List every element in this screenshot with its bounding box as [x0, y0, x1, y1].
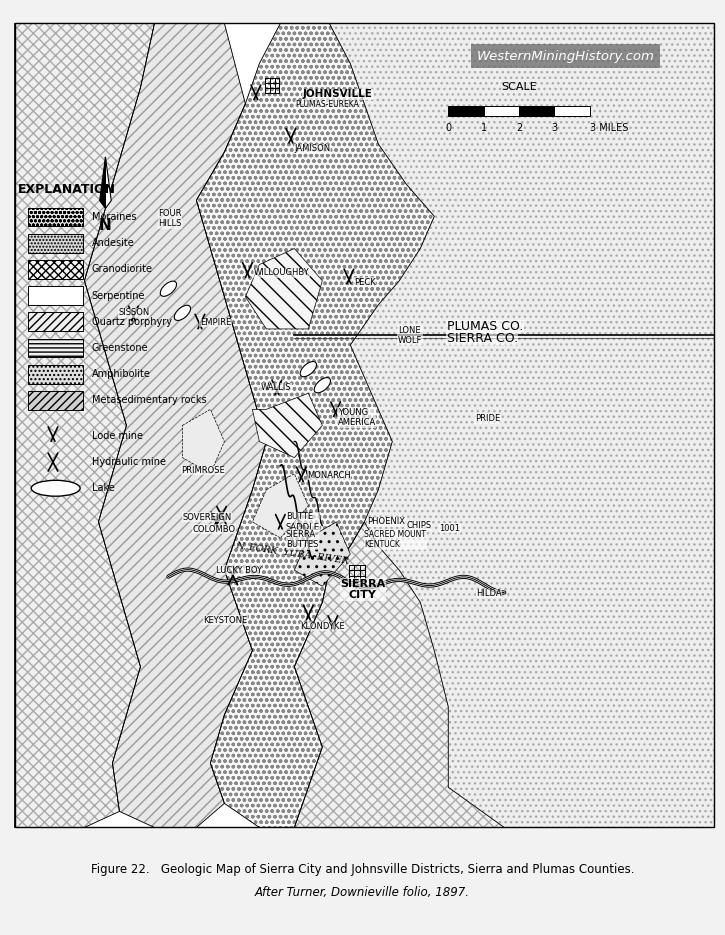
Polygon shape — [252, 394, 323, 457]
Polygon shape — [245, 249, 323, 329]
Text: PLUMAS-EUREKA: PLUMAS-EUREKA — [296, 100, 360, 109]
Text: EMPIRE: EMPIRE — [200, 318, 231, 327]
Polygon shape — [196, 23, 434, 827]
Bar — [28, 260, 83, 279]
Bar — [28, 391, 83, 410]
Ellipse shape — [174, 305, 191, 321]
Text: N. FORK  YUBA  RIVER: N. FORK YUBA RIVER — [235, 541, 349, 566]
Text: Granodiorite: Granodiorite — [91, 265, 152, 275]
Text: SCALE: SCALE — [501, 82, 536, 93]
Text: 3: 3 — [551, 123, 558, 134]
Text: Hydraulic mine: Hydraulic mine — [91, 457, 165, 468]
Bar — [28, 312, 83, 331]
Text: CHIPS: CHIPS — [406, 522, 431, 530]
Text: KEYSTONE: KEYSTONE — [204, 615, 248, 625]
Text: SIERRA CO.: SIERRA CO. — [447, 332, 518, 345]
Text: Serpentine: Serpentine — [91, 291, 145, 301]
Text: Figure 22.   Geologic Map of Sierra City and Johnsville Districts, Sierra and Pl: Figure 22. Geologic Map of Sierra City a… — [91, 863, 634, 876]
Ellipse shape — [160, 281, 177, 296]
Bar — [28, 286, 83, 305]
Text: Lode mine: Lode mine — [91, 431, 143, 441]
Bar — [14, 23, 714, 827]
Text: PRIDE: PRIDE — [475, 414, 500, 424]
Bar — [265, 78, 279, 93]
Polygon shape — [294, 522, 350, 586]
Text: MONARCH: MONARCH — [307, 471, 351, 480]
Bar — [14, 23, 714, 827]
Text: Andesite: Andesite — [91, 238, 134, 249]
Bar — [484, 107, 519, 116]
Text: 1001: 1001 — [439, 524, 460, 533]
Text: Lake: Lake — [91, 483, 115, 494]
Text: 1: 1 — [481, 123, 486, 134]
Bar — [28, 338, 83, 357]
Ellipse shape — [300, 362, 317, 377]
Text: Amphibolite: Amphibolite — [91, 369, 151, 380]
Text: WALLIS: WALLIS — [261, 383, 291, 392]
Text: PRIMROSE: PRIMROSE — [181, 466, 225, 475]
Ellipse shape — [31, 481, 80, 496]
Text: BUTTE
SADDLE: BUTTE SADDLE — [286, 512, 320, 532]
Text: SOVEREIGN: SOVEREIGN — [183, 512, 232, 522]
Text: SACRED MOUNT
KENTUCK: SACRED MOUNT KENTUCK — [364, 530, 426, 549]
Text: FOUR
HILLS: FOUR HILLS — [158, 209, 181, 228]
Text: LUCKY BOY: LUCKY BOY — [216, 566, 262, 575]
Text: 3 MILES: 3 MILES — [589, 123, 628, 134]
Text: WesternMiningHistory.com: WesternMiningHistory.com — [476, 50, 655, 63]
Text: EXPLANATION: EXPLANATION — [17, 182, 115, 195]
Text: WILLOUGHBY: WILLOUGHBY — [254, 268, 310, 277]
Bar — [519, 107, 555, 116]
Polygon shape — [14, 23, 154, 827]
Text: JOHNSVILLE: JOHNSVILLE — [303, 89, 373, 99]
Text: Quartz porphyry: Quartz porphyry — [91, 317, 172, 327]
Text: PECK: PECK — [354, 278, 376, 287]
Text: YOUNG
AMERICA: YOUNG AMERICA — [338, 408, 376, 427]
Bar — [28, 208, 83, 226]
Text: Greenstone: Greenstone — [91, 343, 148, 353]
Text: PLUMAS CO.: PLUMAS CO. — [447, 320, 523, 333]
Text: SIERRA
BUTTES: SIERRA BUTTES — [286, 530, 318, 549]
Text: Metasedimentary rocks: Metasedimentary rocks — [91, 396, 206, 406]
Bar — [28, 365, 83, 383]
Text: LONE
WOLF: LONE WOLF — [398, 325, 422, 345]
Text: SIERRA
CITY: SIERRA CITY — [340, 579, 386, 600]
Text: COLOMBO: COLOMBO — [193, 525, 236, 534]
Text: KLONDYKE: KLONDYKE — [300, 622, 344, 631]
Text: 0: 0 — [445, 123, 452, 134]
Polygon shape — [105, 157, 111, 209]
Ellipse shape — [314, 378, 331, 393]
Bar — [448, 107, 484, 116]
Polygon shape — [294, 522, 714, 827]
Polygon shape — [183, 410, 224, 474]
Bar — [28, 234, 83, 252]
Text: JAMISON: JAMISON — [294, 144, 331, 153]
Bar — [555, 107, 589, 116]
Polygon shape — [252, 474, 308, 538]
Polygon shape — [281, 23, 714, 827]
Text: After Turner, Downieville folio, 1897.: After Turner, Downieville folio, 1897. — [255, 886, 470, 899]
Text: Moraines: Moraines — [91, 212, 136, 223]
Text: 2: 2 — [515, 123, 522, 134]
Text: PHOENIX: PHOENIX — [367, 517, 405, 526]
Polygon shape — [99, 157, 105, 209]
Bar — [349, 565, 365, 582]
Text: N: N — [99, 218, 112, 233]
Text: HILDA: HILDA — [476, 589, 502, 598]
Text: SISSON: SISSON — [118, 309, 149, 317]
Polygon shape — [85, 23, 266, 827]
